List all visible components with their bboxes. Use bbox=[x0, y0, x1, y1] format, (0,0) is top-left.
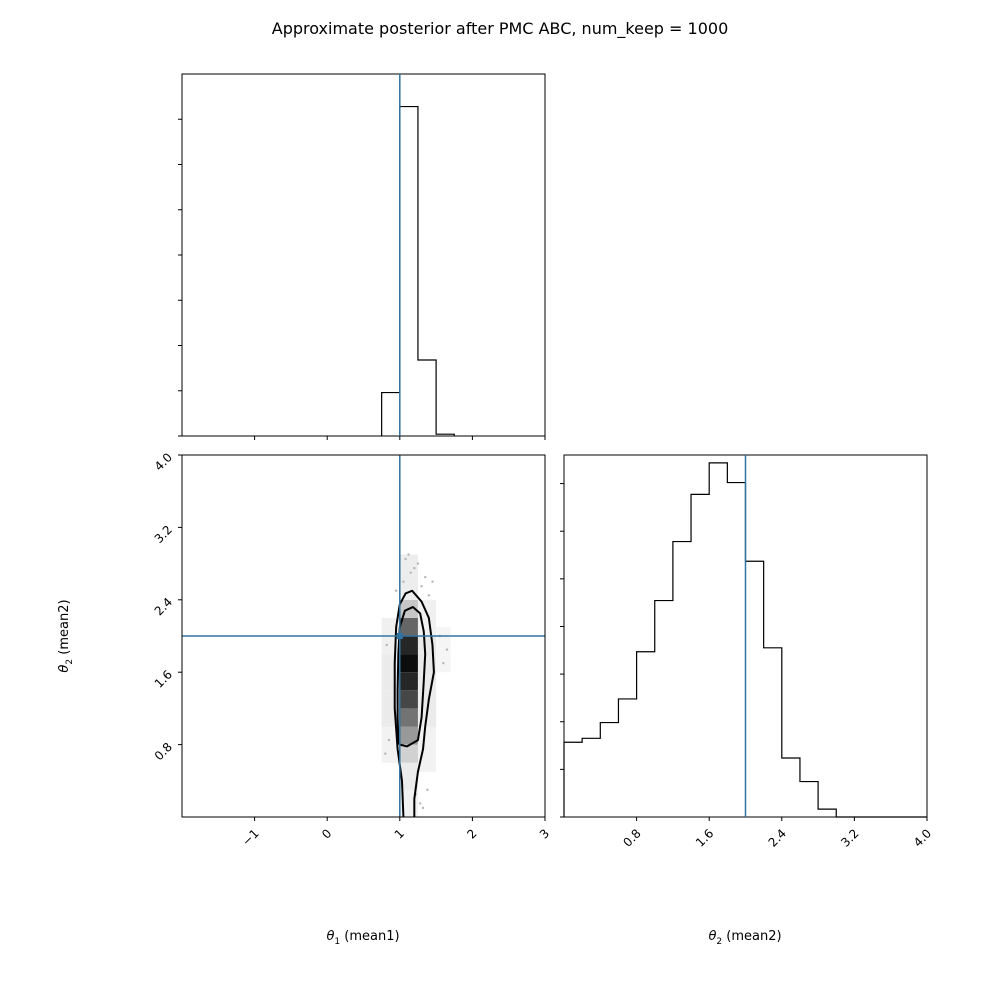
density-contour bbox=[396, 606, 427, 748]
sample-point bbox=[445, 648, 449, 651]
sample-point bbox=[404, 557, 407, 561]
truth-marker bbox=[396, 633, 403, 639]
theta2-histogram-panel: 0.8 1.6 2.4 3.2 4.0 bbox=[560, 454, 934, 850]
sample-point bbox=[420, 585, 423, 588]
theta1-x-tick-label: 0 bbox=[319, 826, 334, 841]
density-cell bbox=[417, 636, 437, 682]
theta1-histogram-panel bbox=[178, 73, 546, 440]
axes-frame bbox=[181, 73, 546, 437]
theta1-axis-label: θ1 (mean1) bbox=[326, 929, 399, 947]
sample-point bbox=[421, 806, 425, 810]
density-cell bbox=[399, 708, 418, 727]
theta2-y-tick-label: 0.8 bbox=[152, 740, 175, 763]
density-cell bbox=[399, 762, 418, 790]
sample-point bbox=[426, 788, 429, 792]
density-cell bbox=[436, 626, 451, 673]
theta2-axis-label: θ2 (mean2) bbox=[708, 929, 781, 947]
density-cell bbox=[399, 744, 418, 763]
theta2-x-tick-label: 2.4 bbox=[766, 826, 789, 849]
sample-point bbox=[384, 752, 387, 755]
sample-point bbox=[407, 553, 410, 556]
theta2-y-tick-label: 1.6 bbox=[152, 667, 175, 690]
sample-point bbox=[402, 580, 405, 583]
axes-frame bbox=[181, 454, 546, 818]
theta2-x-tick-label: 4.0 bbox=[911, 826, 934, 849]
sample-point bbox=[394, 589, 398, 592]
sample-point bbox=[442, 661, 445, 665]
theta1-x-tick-label: 2 bbox=[464, 826, 479, 841]
density-cell bbox=[399, 726, 418, 745]
sample-point bbox=[387, 738, 391, 742]
theta2-x-tick-label: 0.8 bbox=[620, 826, 643, 849]
theta1-histogram-step bbox=[381, 105, 455, 436]
sample-point bbox=[385, 643, 388, 647]
density-cell bbox=[417, 726, 437, 772]
theta1-x-tick-label: −1 bbox=[239, 826, 261, 848]
figure-title: Approximate posterior after PMC ABC, num… bbox=[272, 19, 729, 39]
theta1-x-tick-label: 3 bbox=[537, 826, 552, 841]
theta2-y-tick-label: 2.4 bbox=[152, 595, 175, 618]
sample-point bbox=[424, 575, 427, 579]
sample-point bbox=[409, 571, 412, 574]
density-contour bbox=[393, 589, 435, 817]
theta2-y-tick-label: 3.2 bbox=[152, 523, 175, 546]
sample-point bbox=[427, 594, 431, 597]
sample-point bbox=[416, 562, 420, 565]
density-cell bbox=[399, 554, 418, 600]
density-cell bbox=[399, 672, 418, 691]
density-cell bbox=[399, 654, 418, 673]
theta1-theta2-joint-panel: −1 0 1 2 3 0.8 1.6 2.4 3.2 4.0 bbox=[152, 450, 553, 849]
density-cell bbox=[399, 690, 418, 709]
density-cell bbox=[399, 617, 418, 636]
sample-point bbox=[413, 566, 416, 570]
joint-plot-area bbox=[182, 455, 545, 817]
theta1-x-tick-label: 1 bbox=[392, 826, 407, 841]
theta2-x-tick-label: 1.6 bbox=[693, 826, 716, 849]
sample-point bbox=[431, 580, 434, 583]
theta2-y-tick-label: 4.0 bbox=[152, 450, 175, 473]
theta2-histogram-step bbox=[563, 462, 927, 818]
density-cell bbox=[399, 636, 418, 655]
theta2-y-axis-label: θ2 (mean2) bbox=[57, 599, 75, 672]
sample-point bbox=[418, 802, 422, 805]
theta2-x-tick-label: 3.2 bbox=[838, 826, 861, 849]
